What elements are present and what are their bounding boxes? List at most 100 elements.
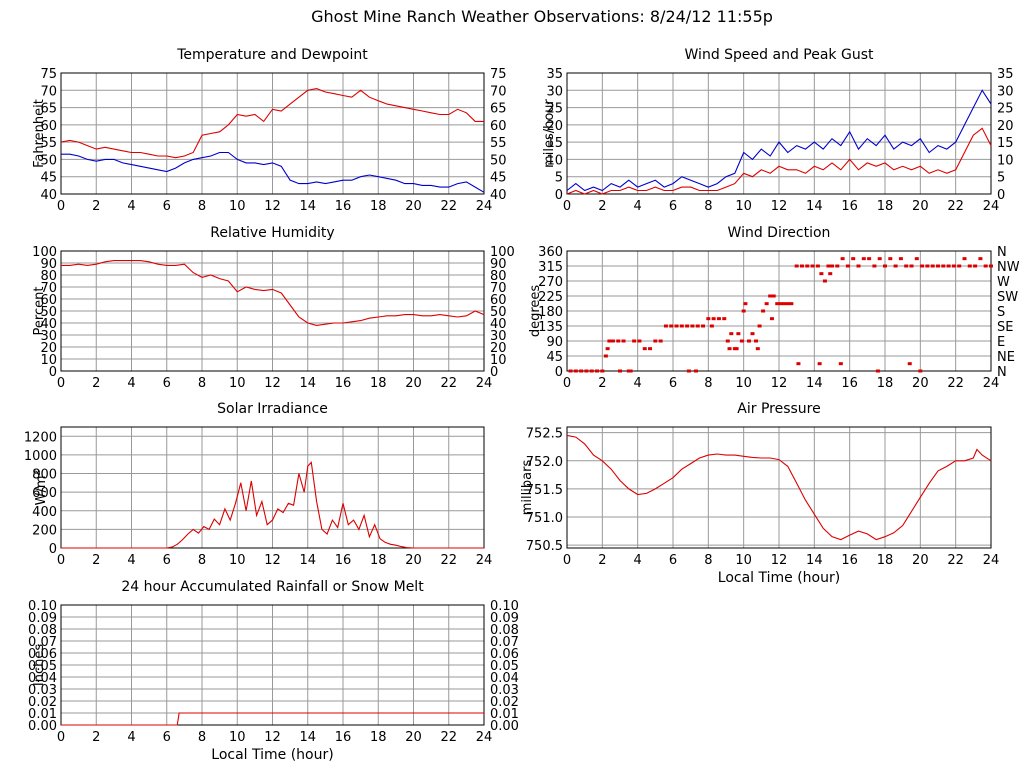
wind-direction-point [674,324,679,328]
pressure-xtick-label: 20 [912,553,929,568]
solar-ytick-label: 800 [32,468,57,483]
wind-direction-point [867,257,872,261]
wind-speed-ytick-label: 30 [546,84,563,99]
wind-direction-point [621,339,626,343]
wind-direction-point [775,302,780,306]
wind-direction-point [693,369,698,373]
rainfall-chart: 24 hour Accumulated Rainfall or Snow Mel… [28,579,519,763]
temperature-xtick-label: 18 [370,199,387,214]
wind-direction-point [830,264,834,268]
wind-direction-point [739,339,744,343]
temperature-ytick-label: 45 [40,171,57,186]
wind-speed-ytick-label: 35 [546,67,563,82]
wind-direction-ytick-label: 0 [555,365,563,380]
solar-ytick-label: 1000 [24,449,57,464]
rainfall-xlabel: Local Time (hour) [211,747,333,763]
wind-direction-point [989,264,993,268]
wind-direction-point [754,339,759,343]
rainfall-xtick-label: 22 [440,730,457,745]
temperature-ytick-label-right: 65 [490,102,507,117]
wind-speed-xtick-label: 12 [771,199,788,214]
wind-direction-point [930,264,935,268]
wind-direction-point [883,264,887,268]
wind-direction-point [796,362,801,366]
wind-direction-point [872,264,877,268]
humidity-ytick-label: 90 [40,257,57,272]
wind-direction-xtick-label: 4 [634,376,642,391]
wind-direction-point [653,339,658,343]
wind-direction-point [838,362,843,366]
wind-direction-point [828,272,833,276]
wind-speed-frame [566,72,992,195]
rainfall-ytick-label-right: 0.07 [490,635,519,650]
wind-direction-compass-label: W [997,275,1010,290]
pressure-xtick-label: 10 [735,553,752,568]
pressure-xtick-label: 6 [669,553,677,568]
humidity-ytick-label: 20 [40,341,57,356]
wind-direction-frame [566,250,992,372]
wind-direction-xtick-label: 10 [735,376,752,391]
rainfall-xtick-label: 10 [229,730,246,745]
pressure-xtick-label: 4 [634,553,642,568]
temperature-xtick-label: 14 [299,199,316,214]
wind-direction-point [600,369,605,373]
temperature-ytick-label-right: 75 [490,67,507,82]
wind-speed-ytick-label-right: 25 [997,102,1014,117]
temperature-ytick-label: 75 [40,67,57,82]
wind-direction-xtick-label: 16 [841,376,858,391]
humidity-ytick-label-right: 100 [490,245,515,260]
wind-direction-point [584,369,589,373]
humidity-ytick-label: 60 [40,293,57,308]
wind-direction-point [936,264,940,268]
temperature-xtick-label: 6 [163,199,171,214]
rainfall-ytick-label-right: 0.02 [490,695,519,710]
pressure-xtick-label: 8 [704,553,712,568]
wind-direction-point [768,294,773,298]
wind-direction-point [727,347,732,351]
wind-direction-point [764,302,769,306]
pressure-ytick-label: 752.0 [526,455,563,470]
wind-direction-point [736,332,741,336]
wind-direction-point [914,257,919,261]
rainfall-ytick-label: 0.01 [28,707,57,722]
temperature-ytick-label: 70 [40,84,57,99]
wind-direction-point [810,264,815,268]
humidity-xtick-label: 14 [299,376,316,391]
wind-speed-ytick-label-right: 30 [997,84,1014,99]
humidity-ytick-label: 70 [40,281,57,296]
wind-direction-compass-label: N [997,245,1007,260]
rainfall-ytick-label-right: 0.05 [490,659,519,674]
temperature-ytick-label-right: 60 [490,119,507,134]
temperature-xtick-label: 24 [476,199,493,214]
humidity-ytick-label-right: 80 [490,269,507,284]
wind-speed-ylabel: miles/hour [542,98,557,167]
wind-direction-point [709,324,714,328]
wind-direction-point [782,302,787,306]
wind-direction-point [888,257,893,261]
wind-direction-point [690,324,695,328]
humidity-xtick-label: 24 [476,376,493,391]
pressure-xtick-label: 16 [841,553,858,568]
temperature-series-line [61,151,485,193]
humidity-xtick-label: 2 [92,376,100,391]
solar-xtick-label: 22 [440,553,457,568]
wind-direction-ytick-label: 135 [538,320,563,335]
wind-direction-xtick-label: 8 [704,376,712,391]
wind-speed-series-line [566,127,992,195]
temperature-ytick-label-right: 55 [490,136,507,151]
rainfall-ytick-label-right: 0.10 [490,599,519,614]
solar-ytick-label: 200 [32,523,57,538]
wind-direction-point [898,257,903,261]
temperature-title: Temperature and Dewpoint [176,47,368,63]
solar-ylabel: W/m2 [33,470,49,506]
rainfall-ytick-label: 0.00 [28,719,57,734]
wind-direction-point [907,362,912,366]
wind-direction-point [595,369,600,373]
wind-direction-point [769,317,774,321]
wind-speed-ytick-label-right: 35 [997,67,1014,82]
wind-direction-point [778,302,783,306]
wind-direction-point [607,339,612,343]
humidity-title: Relative Humidity [210,225,334,241]
